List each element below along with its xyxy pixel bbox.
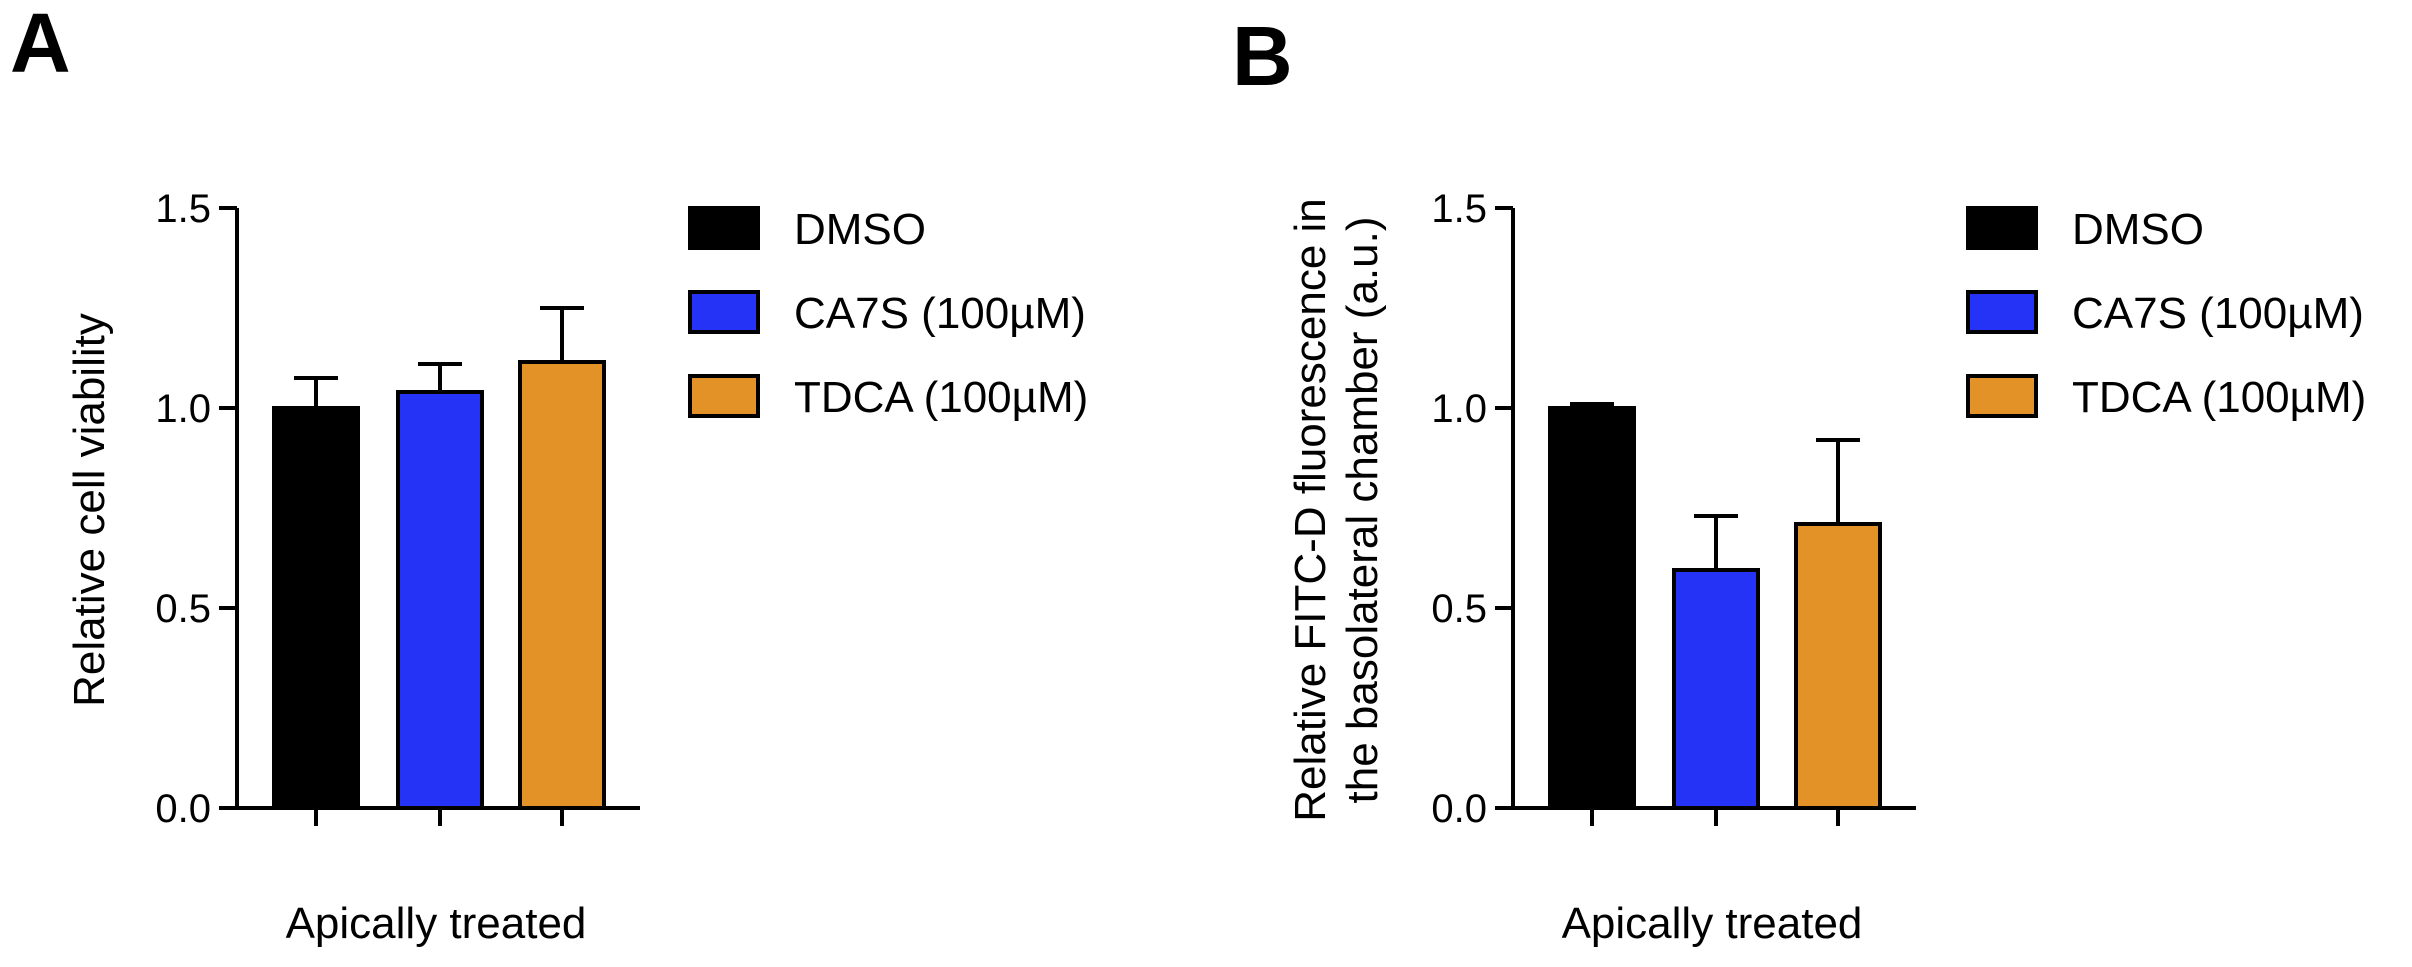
panel-a-y-axis-title: Relative cell viability bbox=[65, 313, 114, 707]
panel-label-b: B bbox=[1232, 9, 1293, 103]
panel-b-legend-label-2: TDCA (100µM) bbox=[2072, 373, 2366, 422]
panel-b-y-axis-title-line-2: the basolateral chamber (a.u.) bbox=[1338, 217, 1387, 804]
panel-b-y-tick-label: 0.0 bbox=[1431, 787, 1487, 831]
panel-b-y-tick-label: 1.0 bbox=[1431, 387, 1487, 431]
panel-a-bar-0 bbox=[272, 406, 360, 810]
panel-a-legend-label-1: CA7S (100µM) bbox=[794, 289, 1086, 338]
panel-b-bar-2 bbox=[1794, 522, 1882, 810]
panel-b-bar-0 bbox=[1548, 406, 1636, 810]
panel-b-y-tick-label: 1.5 bbox=[1431, 187, 1487, 231]
panel-a-x-axis-title: Apically treated bbox=[286, 899, 587, 948]
panel-b-bar-1 bbox=[1672, 568, 1760, 810]
panel-a-y-tick-label: 1.5 bbox=[155, 187, 211, 231]
panel-a-axes: 0.0 0.5 1.0 1.5 bbox=[155, 187, 640, 831]
panel-b-legend-swatch-0 bbox=[1966, 206, 2038, 250]
panel-a-legend-swatch-1 bbox=[688, 290, 760, 334]
panel-b-legend-swatch-1 bbox=[1966, 290, 2038, 334]
panel-label-a: A bbox=[10, 0, 71, 90]
panel-b-legend-label-1: CA7S (100µM) bbox=[2072, 289, 2364, 338]
panel-a-legend-label-2: TDCA (100µM) bbox=[794, 373, 1088, 422]
panel-a-legend: DMSO CA7S (100µM) TDCA (100µM) bbox=[688, 205, 1088, 422]
panel-a-y-tick-label: 1.0 bbox=[155, 387, 211, 431]
panel-a-y-tick-label: 0.5 bbox=[155, 587, 211, 631]
panel-a-bar-2 bbox=[518, 360, 606, 810]
panel-a-y-tick-label: 0.0 bbox=[155, 787, 211, 831]
panel-b-x-axis-title: Apically treated bbox=[1562, 899, 1863, 948]
panel-b-y-axis-title-line-1: Relative FITC-D fluorescence in bbox=[1286, 198, 1335, 822]
panel-b-legend-swatch-2 bbox=[1966, 374, 2038, 418]
panel-b-bars bbox=[1548, 402, 1882, 810]
panel-a-legend-label-0: DMSO bbox=[794, 205, 926, 254]
panel-b-legend-label-0: DMSO bbox=[2072, 205, 2204, 254]
panel-b-legend: DMSO CA7S (100µM) TDCA (100µM) bbox=[1966, 205, 2366, 422]
panel-b: B 0.0 0.5 1.0 1.5 DMSO CA7S (100µM) TDCA (100… bbox=[1232, 9, 2366, 948]
panel-b-y-tick-label: 0.5 bbox=[1431, 587, 1487, 631]
panel-a-legend-swatch-0 bbox=[688, 206, 760, 250]
panel-a-bar-1 bbox=[396, 390, 484, 810]
panel-a-legend-swatch-2 bbox=[688, 374, 760, 418]
panel-a-bars bbox=[272, 306, 606, 810]
panel-a: A 0.0 0.5 1.0 1.5 DMSO CA7S (100µM) TDCA (100… bbox=[10, 0, 1088, 948]
